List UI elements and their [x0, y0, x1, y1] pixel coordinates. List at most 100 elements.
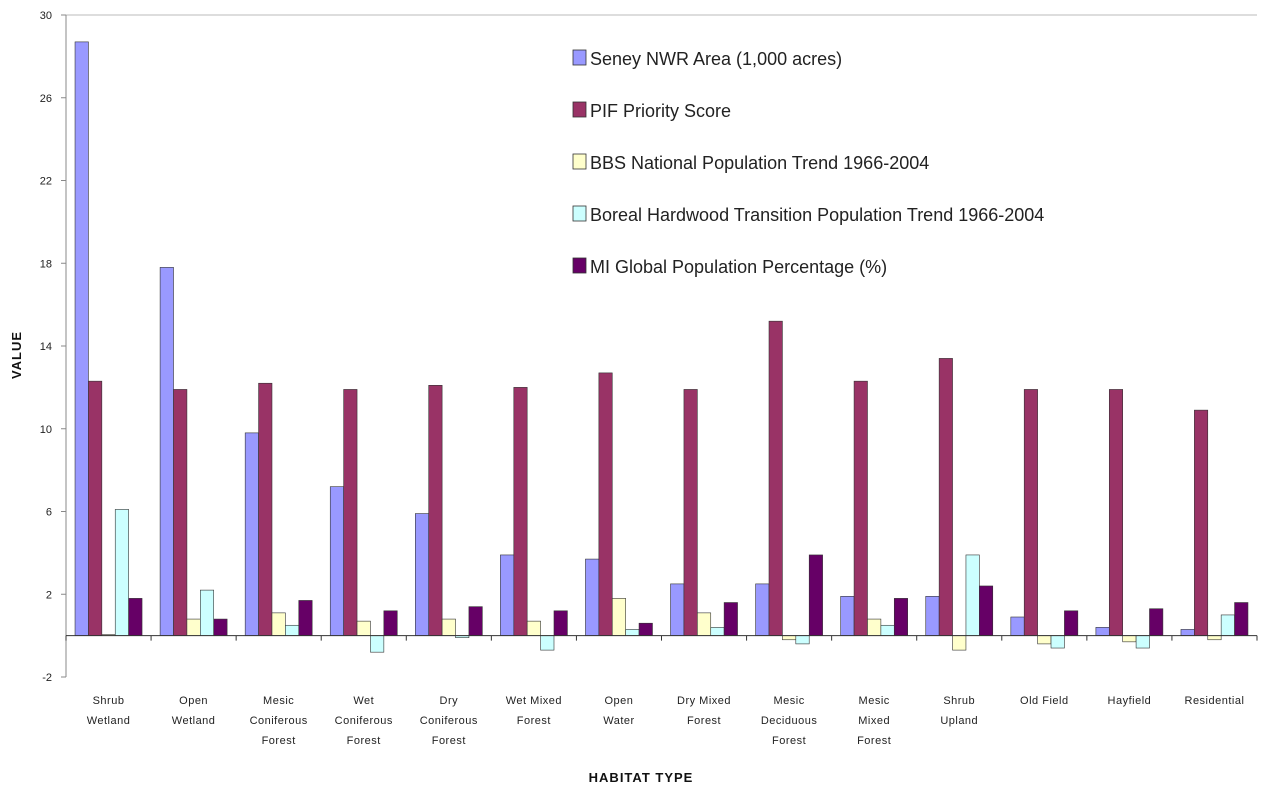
bar-series-2-cat-3 [258, 382, 273, 636]
x-category-label-line: Mesic [859, 695, 890, 707]
bar-series-4-cat-3 [285, 624, 300, 636]
bar-series-3-cat-12 [1037, 635, 1052, 645]
bar-series-4-cat-12 [1050, 635, 1065, 649]
y-tick-label: 2 [46, 589, 52, 601]
bar-series-5-cat-9 [808, 554, 823, 636]
y-tick-label: 26 [40, 93, 52, 105]
x-category-label-line: Old Field [1020, 695, 1069, 707]
x-category-label-line: Coniferous [250, 715, 308, 727]
bar-series-2-cat-14 [1194, 409, 1209, 636]
y-tick-label: 14 [40, 341, 52, 353]
bar-series-2-cat-9 [768, 320, 783, 636]
bar-series-3-cat-2 [186, 618, 201, 636]
x-category-label-line: Open [179, 695, 208, 707]
x-category-label-line: Forest [262, 735, 296, 747]
x-category-label-line: Mesic [773, 695, 804, 707]
bar-series-5-cat-6 [553, 610, 568, 636]
y-tick-label: -2 [42, 672, 52, 684]
bar-series-3-cat-3 [271, 612, 286, 636]
y-tick-label: 10 [40, 424, 52, 436]
bar-series-5-cat-12 [1064, 610, 1079, 636]
bar-series-2-cat-4 [343, 389, 358, 636]
x-category-label-line: Deciduous [761, 715, 817, 727]
bar-series-4-cat-10 [880, 624, 895, 636]
y-axis-title: VALUE [9, 331, 24, 379]
y-tick-label: 6 [46, 507, 52, 519]
bar-series-5-cat-14 [1234, 602, 1249, 636]
x-category-label-line: Forest [772, 735, 806, 747]
bar-series-1-cat-8 [670, 583, 685, 636]
x-axis-category-labels: Shrub Wetland Open Wetland Mesic Coniferous Fo… [87, 695, 1244, 747]
legend-swatch [572, 153, 587, 170]
x-category-label: Shrub Wetland [87, 695, 131, 727]
x-category-label: Shrub Upland [940, 695, 978, 727]
bar-series-1-cat-10 [840, 596, 855, 636]
chart-bars [74, 41, 1249, 653]
bar-series-2-cat-1 [88, 380, 103, 636]
bar-series-3-cat-11 [952, 635, 967, 651]
x-category-label: Mesic Coniferous Forest [250, 695, 308, 747]
x-category-label-line: Forest [517, 715, 551, 727]
legend-swatch [572, 101, 587, 118]
bar-series-4-cat-14 [1220, 614, 1235, 636]
bar-series-2-cat-2 [173, 389, 188, 636]
bar-series-1-cat-6 [500, 554, 515, 636]
bar-series-1-cat-14 [1180, 629, 1195, 636]
bar-series-4-cat-7 [625, 629, 640, 636]
legend-label: Seney NWR Area (1,000 acres) [590, 49, 842, 69]
x-category-label: Hayfield [1108, 695, 1152, 707]
y-tick-label: 30 [40, 10, 52, 22]
bar-series-5-cat-7 [638, 622, 653, 636]
bar-series-1-cat-3 [244, 432, 259, 636]
bar-series-3-cat-4 [356, 620, 371, 636]
x-category-label: Open Water [603, 695, 634, 727]
x-category-label-line: Mesic [263, 695, 294, 707]
legend-swatch [572, 205, 587, 222]
chart-legend: Seney NWR Area (1,000 acres) PIF Priority… [572, 49, 1044, 277]
legend-label: BBS National Population Trend 1966-2004 [590, 153, 929, 173]
x-category-label: Dry Coniferous Forest [420, 695, 478, 747]
bar-series-5-cat-11 [979, 585, 994, 636]
chart-axes [65, 14, 1258, 677]
bar-series-1-cat-1 [74, 41, 89, 636]
bar-series-3-cat-5 [441, 618, 456, 636]
legend-label: Boreal Hardwood Transition Population Tr… [590, 205, 1044, 225]
bar-series-3-cat-8 [697, 612, 712, 636]
bar-series-3-cat-13 [1122, 635, 1137, 643]
bar-series-4-cat-8 [710, 627, 725, 636]
bar-series-2-cat-10 [853, 380, 868, 636]
bar-series-4-cat-9 [795, 635, 810, 645]
bar-series-2-cat-5 [428, 385, 443, 636]
bar-series-4-cat-11 [965, 554, 980, 636]
x-category-label-line: Mixed [858, 715, 890, 727]
x-category-label-line: Water [603, 715, 634, 727]
y-tick-label: 22 [40, 176, 52, 188]
bar-series-1-cat-12 [1010, 616, 1025, 636]
x-category-label: Open Wetland [172, 695, 216, 727]
legend-label: PIF Priority Score [590, 101, 731, 121]
bar-series-2-cat-11 [938, 358, 953, 636]
x-category-label: Wet Coniferous Forest [335, 695, 393, 747]
bar-series-1-cat-4 [329, 486, 344, 636]
bar-series-2-cat-13 [1108, 389, 1123, 636]
legend-swatch [572, 257, 587, 274]
bar-series-3-cat-9 [782, 635, 797, 641]
x-category-label: Mesic Deciduous Forest [761, 695, 817, 747]
x-category-label: Wet Mixed Forest [506, 695, 562, 727]
x-category-label-line: Shrub [943, 695, 975, 707]
bar-series-4-cat-4 [370, 635, 385, 653]
x-category-label: Dry Mixed Forest [677, 695, 731, 727]
x-category-label-line: Wetland [87, 715, 131, 727]
x-category-label: Mesic Mixed Forest [857, 695, 891, 747]
bar-series-3-cat-10 [867, 618, 882, 636]
bar-series-5-cat-8 [723, 602, 738, 636]
x-category-label-line: Dry Mixed [677, 695, 731, 707]
bar-series-2-cat-8 [683, 389, 698, 636]
bar-series-4-cat-13 [1135, 635, 1150, 649]
bar-series-5-cat-4 [383, 610, 398, 636]
bar-series-5-cat-1 [128, 598, 143, 636]
x-category-label-line: Dry [440, 695, 459, 707]
x-category-label-line: Forest [432, 735, 466, 747]
bar-series-1-cat-9 [755, 583, 770, 636]
